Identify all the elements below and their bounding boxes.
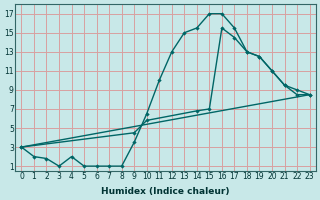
X-axis label: Humidex (Indice chaleur): Humidex (Indice chaleur): [101, 187, 230, 196]
